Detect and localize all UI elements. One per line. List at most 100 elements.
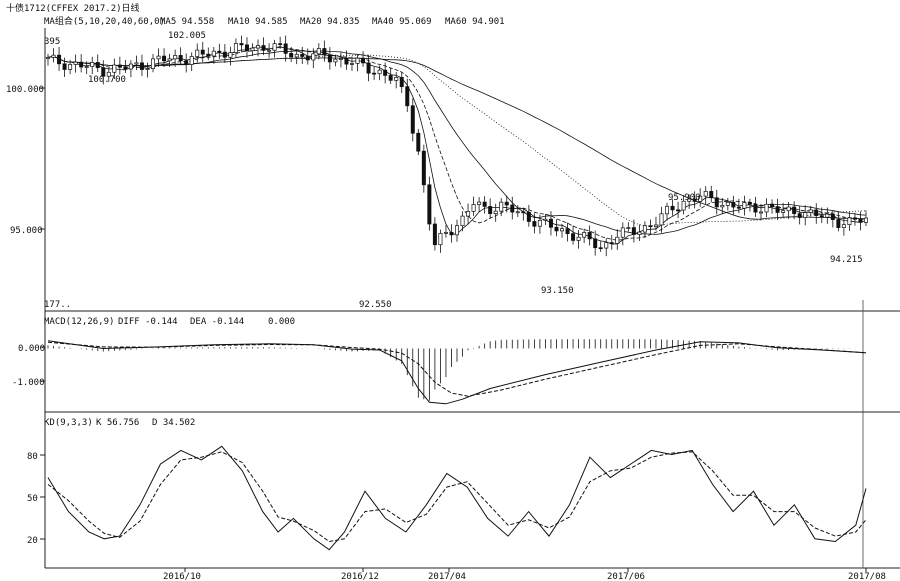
candle-body (123, 66, 128, 70)
candle-body (808, 209, 813, 213)
macd-y-tick-label: -1.000 (12, 378, 45, 388)
macd-panel: MACD(12,26,9) DIFF -0.144 DEA -0.144 0.0… (12, 317, 867, 405)
candle-body (222, 51, 227, 58)
candle-body (189, 56, 194, 65)
candle-body (156, 55, 161, 60)
macd-lines (47, 340, 867, 405)
candle-body (361, 57, 366, 64)
candle-body (488, 206, 493, 214)
candle-body (814, 209, 819, 216)
price-annotation-high: 102.005 (168, 31, 206, 41)
candle-body (620, 227, 625, 238)
candle-body (830, 213, 835, 220)
candle-body (228, 52, 233, 58)
candle-body (73, 61, 78, 65)
candle-body (604, 242, 609, 249)
candle-body (709, 191, 714, 199)
candle-body (841, 224, 846, 228)
candle-body (211, 50, 216, 57)
candle-body (322, 48, 327, 56)
candle-body (736, 206, 741, 209)
price-y-tick-label: 100.000 (6, 85, 44, 95)
candle-body (648, 225, 653, 228)
candle-body (521, 211, 526, 214)
price-annotation-177: 177.. (44, 300, 71, 310)
candle-body (90, 62, 95, 67)
candle-body (692, 198, 697, 202)
candle-body (184, 60, 189, 65)
ma60-line (47, 55, 867, 220)
candle-body (200, 49, 205, 55)
candle-body (162, 55, 167, 62)
candle-body (272, 43, 277, 51)
candle-body (316, 48, 321, 55)
candle-body (256, 45, 261, 49)
dea-line (47, 341, 867, 397)
candle-body (720, 205, 725, 208)
candle-body (217, 50, 222, 53)
candle-body (128, 63, 133, 70)
candle-body (333, 58, 338, 63)
candle-body (676, 209, 681, 212)
ma-group-label: MA组合(5,10,20,40,60,0) (44, 15, 165, 27)
candle-body (305, 56, 310, 61)
candle-body (278, 43, 283, 46)
candle-body (836, 219, 841, 228)
candle-body (388, 75, 393, 81)
candle-body (587, 232, 592, 240)
candle-body (46, 57, 50, 59)
d-line (47, 451, 867, 543)
candle-body (349, 63, 354, 65)
candle-body (294, 54, 299, 58)
x-axis-label: 2016/10 (163, 572, 201, 581)
candle-body (460, 215, 465, 227)
candle-body (847, 217, 852, 225)
candle-body (62, 63, 67, 70)
candle-body (548, 218, 553, 228)
candle-body (101, 67, 106, 77)
candle-body (267, 49, 272, 52)
candle-body (139, 62, 144, 70)
candle-body (261, 45, 266, 51)
candle-body (515, 211, 520, 214)
candle-body (471, 204, 476, 212)
candle-body (195, 49, 200, 57)
candle-body (344, 58, 349, 65)
ma40-label: MA40 95.069 (372, 17, 432, 27)
price-annotation-95900: 95.900 (668, 193, 701, 203)
candle-body (416, 132, 421, 152)
candle-body (338, 58, 343, 60)
candle-body (571, 233, 576, 241)
candle-body (582, 232, 587, 238)
price-annotation-100700: 100.700 (88, 75, 126, 85)
price-y-tick-label: 95.000 (10, 226, 43, 236)
candle-body (609, 242, 614, 244)
candle-body (233, 43, 238, 53)
x-axis-label: 2016/12 (341, 572, 379, 581)
ma20-label: MA20 94.835 (300, 17, 360, 27)
candle-body (653, 224, 658, 228)
ma5-label: MA5 94.558 (160, 17, 214, 27)
instrument-title: 十债1712(CFFEX 2017.2)日线 (6, 2, 140, 14)
candle-body (626, 227, 631, 229)
candle-body (493, 210, 498, 214)
candle-body (79, 61, 84, 68)
candle-body (167, 58, 172, 62)
candle-body (394, 77, 399, 81)
candle-body (145, 68, 150, 70)
candle-body (781, 210, 786, 213)
candle-body (637, 231, 642, 235)
candle-body (797, 213, 802, 218)
candle-body (377, 69, 382, 75)
kd-legend-k: K 56.756 (96, 418, 139, 428)
macd-title: MACD(12,26,9) (44, 317, 114, 327)
macd-legend-dea: DEA -0.144 (190, 317, 244, 327)
candle-body (537, 220, 542, 227)
diff-line (47, 340, 867, 405)
candle-body (858, 218, 863, 223)
kd-y-tick-label: 50 (27, 494, 38, 504)
candle-body (758, 211, 763, 214)
candle-body (432, 223, 437, 246)
candle-body (117, 64, 122, 68)
candle-body (443, 232, 448, 234)
